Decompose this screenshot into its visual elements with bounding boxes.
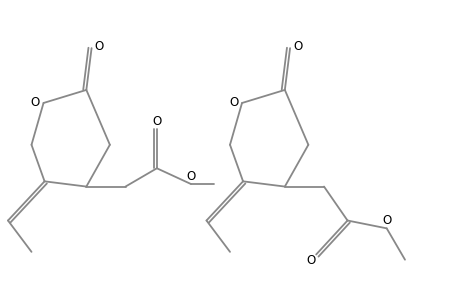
- Text: O: O: [152, 115, 161, 128]
- Text: O: O: [95, 40, 104, 52]
- Text: O: O: [293, 40, 302, 52]
- Text: O: O: [186, 169, 195, 183]
- Text: O: O: [229, 97, 238, 110]
- Text: O: O: [306, 254, 315, 267]
- Text: O: O: [381, 214, 391, 227]
- Text: O: O: [30, 97, 39, 110]
